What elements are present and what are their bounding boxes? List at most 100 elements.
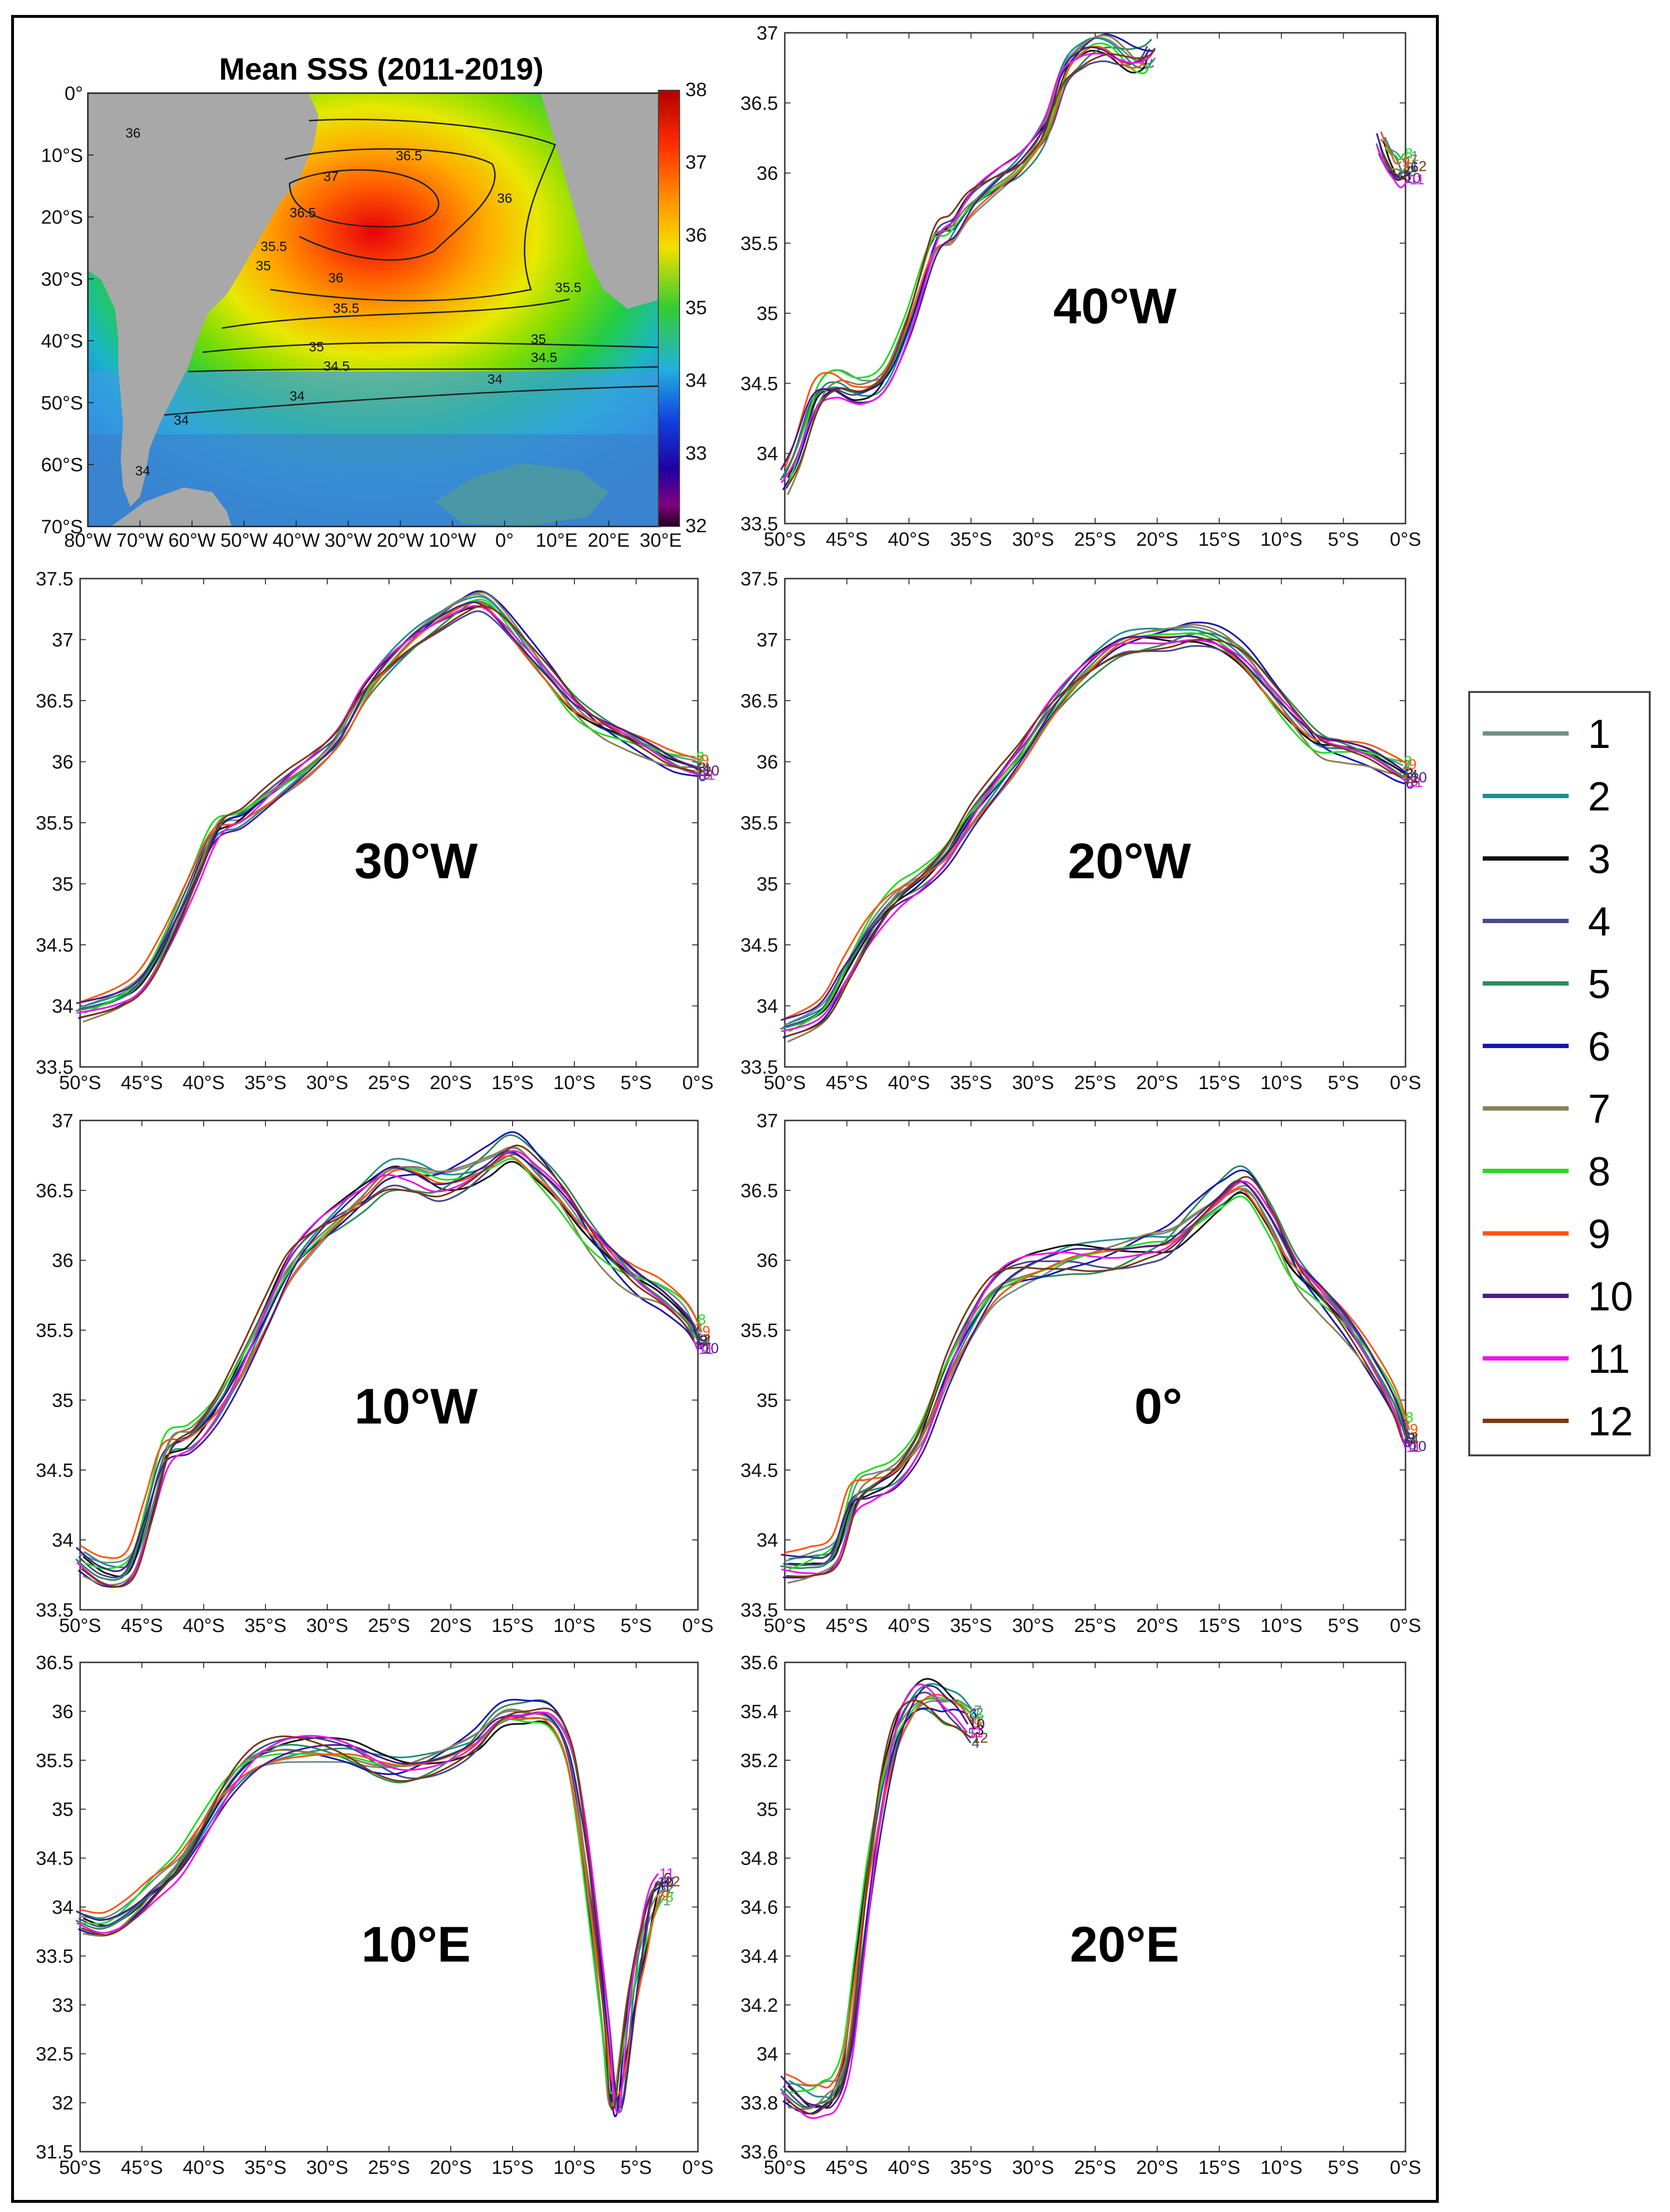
y-tick-label: 35.5: [740, 1320, 778, 1341]
series-line-9: [784, 635, 1408, 1020]
map-lat-tick-label: 20°S: [41, 207, 83, 228]
series-end-label: 10: [703, 763, 719, 779]
series-end-label: 2: [1408, 164, 1416, 180]
legend-label: 1: [1588, 711, 1611, 757]
x-tick-label: 45°S: [121, 1615, 163, 1636]
series-end-label: 5: [1410, 774, 1419, 789]
x-tick-label: 0°S: [1390, 1072, 1421, 1093]
series-line-10: [780, 1685, 969, 2109]
y-tick-label: 32: [52, 2093, 74, 2114]
series-end-label: 4: [659, 1873, 668, 1889]
x-tick-label: 15°S: [491, 2157, 533, 2178]
map-lat-tick-label: 70°S: [41, 516, 83, 538]
x-tick-label: 35°S: [244, 1615, 286, 1636]
panels: 50°S 45°S 40°S 35°S 30°S 25°S 20°S 15°S 10°S 5°S 0…: [36, 23, 1427, 2178]
map-lon-tick-label: 10°E: [536, 530, 578, 551]
x-tick-label: 30°S: [1012, 529, 1054, 550]
series-end-label: 4: [702, 761, 710, 777]
series-line-11: [1377, 146, 1409, 189]
panel-1: 50°S 45°S 40°S 35°S 30°S 25°S 20°S 15°S 10°S 5°S 0…: [36, 568, 719, 1093]
series-line-12: [785, 47, 1156, 489]
legend-label: 9: [1588, 1211, 1611, 1257]
x-tick-label: 35°S: [950, 2157, 992, 2178]
x-tick-label: 25°S: [1074, 529, 1116, 550]
series-line-1: [784, 37, 1156, 476]
legend-label: 8: [1588, 1149, 1611, 1194]
x-tick-label: 10°S: [1260, 1615, 1302, 1636]
y-tick-label: 35.5: [36, 813, 73, 834]
x-tick-label: 20°S: [1136, 529, 1178, 550]
y-tick-label: 34: [757, 443, 779, 465]
series-end-label: 5: [703, 766, 711, 782]
x-tick-label: 50°S: [59, 1072, 101, 1093]
colorbar-ticks: 38 37 36 35 34 33 32: [685, 79, 707, 537]
x-tick-label: 5°S: [1328, 1615, 1359, 1636]
y-tick-label: 34.5: [36, 1460, 73, 1481]
y-tick-label: 36.5: [36, 1652, 73, 1673]
contour-34-5: [188, 366, 661, 373]
y-tick-label: 34: [757, 2044, 779, 2065]
y-tick-label: 31.5: [36, 2142, 73, 2163]
map-lat-tick-label: 0°: [65, 83, 83, 104]
x-tick-label: 50°S: [764, 529, 806, 550]
panel-longitude-label: 0°: [1134, 1379, 1182, 1435]
series-end-label: 1: [696, 753, 705, 769]
series-end-label: 3: [1406, 766, 1414, 782]
x-tick-label: 0°S: [682, 2157, 714, 2178]
map-lon-tick-label: 70°W: [116, 530, 164, 551]
series-end-label: 1: [1404, 758, 1412, 774]
x-tick-label: 10°S: [1260, 1072, 1302, 1093]
contour-label: 37: [323, 169, 338, 184]
series-line-10: [76, 601, 703, 1004]
y-tick-label: 36: [52, 1701, 74, 1722]
y-tick-label: 34.4: [740, 1946, 778, 1967]
series-line-2: [1384, 137, 1407, 174]
x-tick-label: 10°S: [553, 2157, 595, 2178]
series-end-label: 6: [1406, 776, 1414, 792]
series-line-12: [81, 605, 695, 1018]
y-tick-label: 35.5: [740, 233, 778, 254]
contour-label: 34.5: [323, 359, 350, 373]
y-tick-label: 34.5: [740, 373, 778, 394]
y-tick-label: 36: [757, 1250, 779, 1272]
figure-frame: [11, 15, 1439, 2203]
series-end-label: 3: [1404, 168, 1412, 184]
contour-label: 34.5: [531, 350, 557, 365]
series-end-label: 3: [976, 1722, 984, 1738]
series-end-label: 10: [703, 1341, 719, 1356]
contour-label: 34: [290, 388, 305, 403]
series-line-9: [1380, 131, 1402, 165]
y-tick-label: 35.5: [36, 1320, 73, 1341]
x-tick-label: 45°S: [826, 529, 868, 550]
x-tick-label: 35°S: [950, 529, 992, 550]
x-tick-label: 5°S: [621, 1615, 652, 1636]
x-tick-label: 40°S: [888, 1615, 930, 1636]
y-tick-label: 34.5: [36, 935, 73, 956]
legend-label: 3: [1588, 836, 1611, 882]
x-tick-label: 40°S: [888, 1072, 930, 1093]
panel-0: 50°S 45°S 40°S 35°S 30°S 25°S 20°S 15°S 10°S 5°S 0…: [740, 23, 1427, 550]
series-line-9: [784, 1693, 974, 2088]
y-tick-label: 33.8: [740, 2093, 778, 2114]
map-lon-tick-label: 0°: [495, 530, 514, 551]
series-end-label: 8: [976, 1712, 985, 1728]
contour-label: 36.5: [290, 205, 316, 220]
x-tick-label: 45°S: [121, 2157, 163, 2178]
series-end-label: 12: [1402, 1430, 1418, 1446]
y-tick-label: 35: [52, 874, 74, 895]
contour-label: 35.5: [333, 301, 360, 316]
series-line-7: [787, 624, 1402, 1043]
y-tick-label: 37: [52, 1110, 74, 1132]
y-tick-label: 37: [757, 630, 779, 651]
x-tick-label: 5°S: [621, 1072, 652, 1093]
plot-area: [784, 1661, 1406, 2153]
y-tick-label: 37.5: [36, 568, 73, 590]
y-tick-label: 36: [757, 163, 779, 184]
y-tick-label: 36: [757, 752, 779, 773]
x-tick-label: 35°S: [950, 1072, 992, 1093]
y-tick-label: 37: [52, 630, 74, 651]
series-end-label: 12: [695, 1332, 710, 1348]
x-tick-label: 20°S: [430, 1615, 472, 1636]
series-end-label: 4: [1410, 767, 1418, 783]
